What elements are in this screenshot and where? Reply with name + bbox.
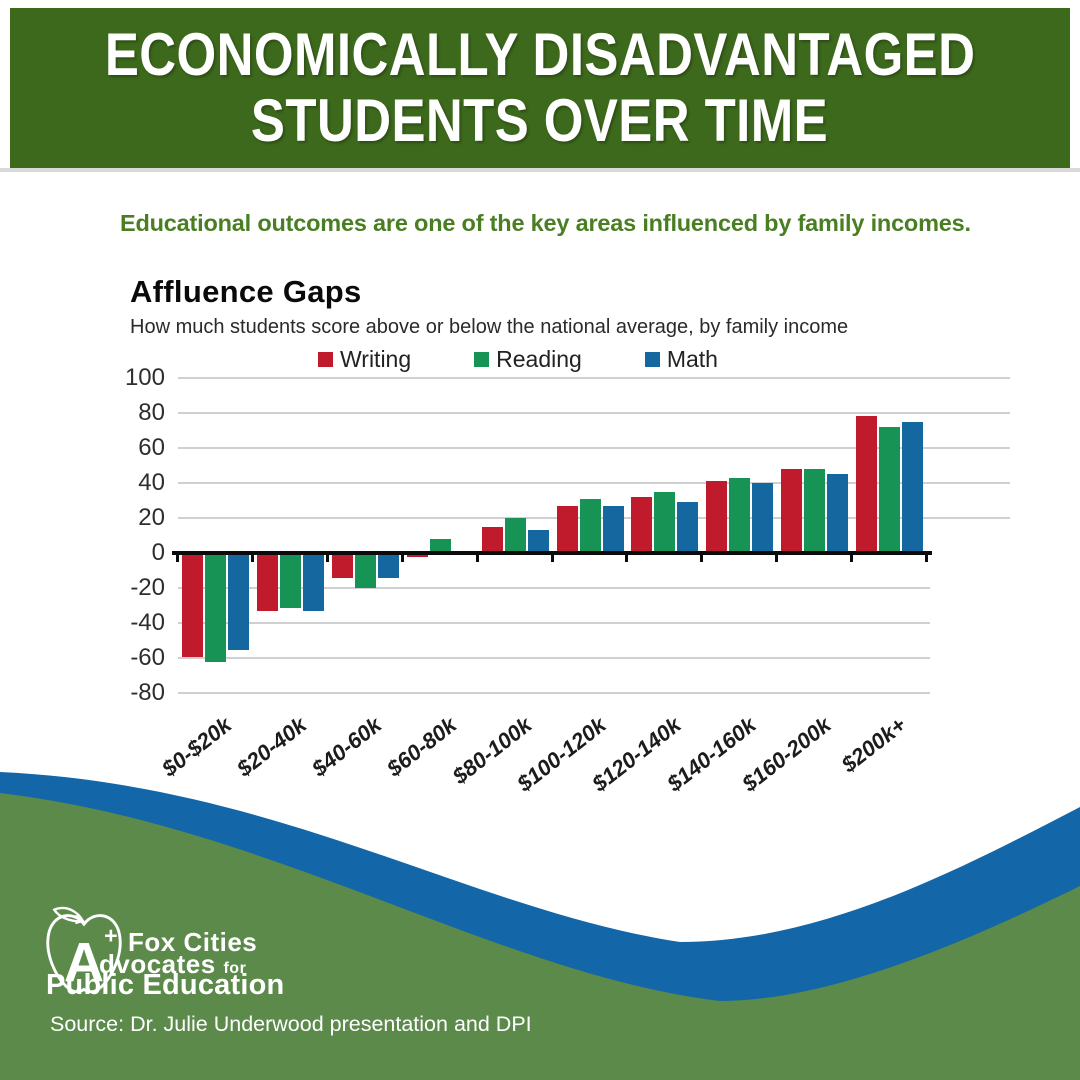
legend-item-reading: Reading bbox=[474, 346, 582, 373]
bar-reading-6 bbox=[579, 498, 601, 551]
bar-writing-3 bbox=[331, 555, 353, 578]
axis-tick-6 bbox=[625, 555, 629, 562]
legend-item-writing: Writing bbox=[318, 346, 411, 373]
axis-tick-9 bbox=[850, 555, 854, 562]
axis-tick-7 bbox=[700, 555, 704, 562]
logo-text-fox-cities: Fox Cities bbox=[128, 927, 258, 957]
axis-tick-5 bbox=[550, 555, 554, 562]
logo-text-public-education: Public Education bbox=[46, 969, 285, 1001]
bar-writing-9 bbox=[781, 468, 803, 551]
axis-tick-10 bbox=[925, 555, 928, 562]
bar-writing-10 bbox=[856, 416, 878, 551]
bar-writing-6 bbox=[556, 505, 578, 551]
y-tick-label--20: -20 bbox=[130, 574, 165, 601]
y-tick-label--80: -80 bbox=[130, 679, 165, 706]
apple-stem-arrow bbox=[74, 914, 86, 925]
bar-writing-4 bbox=[406, 555, 428, 557]
header-banner: ECONOMICALLY DISADVANTAGED STUDENTS OVER… bbox=[10, 8, 1070, 168]
bar-reading-5 bbox=[504, 517, 526, 551]
bar-reading-7 bbox=[654, 491, 676, 551]
axis-tick-2 bbox=[325, 555, 329, 562]
apple-outline bbox=[46, 914, 122, 994]
bar-writing-8 bbox=[706, 481, 728, 551]
chart-legend: Writing Reading Math bbox=[318, 346, 718, 373]
page-title-line1: ECONOMICALLY DISADVANTAGED bbox=[104, 21, 976, 88]
y-tick-label--60: -60 bbox=[130, 644, 165, 671]
banner-divider bbox=[0, 168, 1080, 172]
gridline-80 bbox=[178, 412, 1010, 414]
axis-tick-4 bbox=[475, 555, 479, 562]
axis-tick-0 bbox=[176, 555, 179, 562]
y-tick-label-60: 60 bbox=[138, 434, 165, 461]
bar-reading-2 bbox=[279, 555, 301, 608]
y-tick-label-80: 80 bbox=[138, 399, 165, 426]
bar-reading-8 bbox=[729, 477, 751, 551]
y-tick-label-0: 0 bbox=[151, 539, 165, 566]
x-axis-line bbox=[172, 551, 932, 555]
legend-swatch-reading bbox=[474, 352, 490, 367]
chart-subtitle: How much students score above or below t… bbox=[130, 316, 849, 338]
logo-plus: + bbox=[104, 922, 117, 948]
gridline--20 bbox=[178, 587, 930, 589]
legend-label-math: Math bbox=[666, 346, 718, 372]
y-tick-label--40: -40 bbox=[130, 609, 165, 636]
bar-math-3 bbox=[377, 555, 399, 578]
bar-math-2 bbox=[302, 555, 324, 611]
gridline--80 bbox=[178, 692, 930, 694]
chart-title: Affluence Gaps bbox=[130, 274, 362, 309]
legend-label-reading: Reading bbox=[496, 346, 582, 372]
y-tick-label-40: 40 bbox=[138, 469, 165, 496]
bar-reading-10 bbox=[879, 426, 901, 551]
logo-letter-a: A bbox=[64, 932, 104, 994]
source-text: Source: Dr. Julie Underwood presentation… bbox=[50, 1012, 532, 1036]
bar-writing-2 bbox=[256, 555, 278, 611]
bar-reading-3 bbox=[354, 555, 376, 589]
bar-math-7 bbox=[677, 502, 699, 551]
logo-text-dvocates: dvocates bbox=[99, 949, 216, 979]
legend-item-math: Math bbox=[644, 346, 718, 373]
bar-math-1 bbox=[228, 555, 249, 650]
wave-green-area bbox=[0, 793, 1080, 1080]
axis-tick-8 bbox=[775, 555, 779, 562]
gridline-40 bbox=[178, 482, 1010, 484]
gridline--40 bbox=[178, 622, 930, 624]
bar-writing-7 bbox=[631, 496, 653, 551]
y-tick-label-100: 100 bbox=[124, 364, 165, 391]
bar-math-8 bbox=[752, 482, 774, 551]
bar-reading-9 bbox=[804, 468, 826, 551]
apple-leaf bbox=[52, 906, 85, 923]
bar-writing-1 bbox=[182, 555, 203, 657]
logo-text-for: for bbox=[223, 960, 247, 977]
bar-writing-5 bbox=[481, 526, 503, 551]
axis-tick-1 bbox=[250, 555, 254, 562]
axis-tick-3 bbox=[400, 555, 404, 562]
bar-reading-4 bbox=[429, 538, 451, 551]
apple-logo: A + bbox=[46, 906, 122, 994]
bar-math-5 bbox=[527, 530, 549, 551]
legend-swatch-math bbox=[644, 352, 660, 367]
bar-math-10 bbox=[902, 421, 924, 551]
intro-text: Educational outcomes are one of the key … bbox=[120, 210, 971, 236]
gridline-60 bbox=[178, 447, 1010, 449]
legend-label-writing: Writing bbox=[340, 346, 412, 372]
logo-text-advocates: dvocates for bbox=[99, 949, 246, 980]
bar-math-9 bbox=[827, 474, 849, 551]
page-title-line2: STUDENTS OVER TIME bbox=[251, 87, 829, 154]
y-tick-label-20: 20 bbox=[138, 504, 165, 531]
bar-math-6 bbox=[602, 505, 624, 551]
legend-swatch-writing bbox=[318, 352, 333, 367]
gridline-100 bbox=[178, 377, 1010, 379]
footer-wave bbox=[0, 772, 1080, 1080]
bar-reading-1 bbox=[205, 555, 226, 662]
gridline--60 bbox=[178, 657, 930, 659]
